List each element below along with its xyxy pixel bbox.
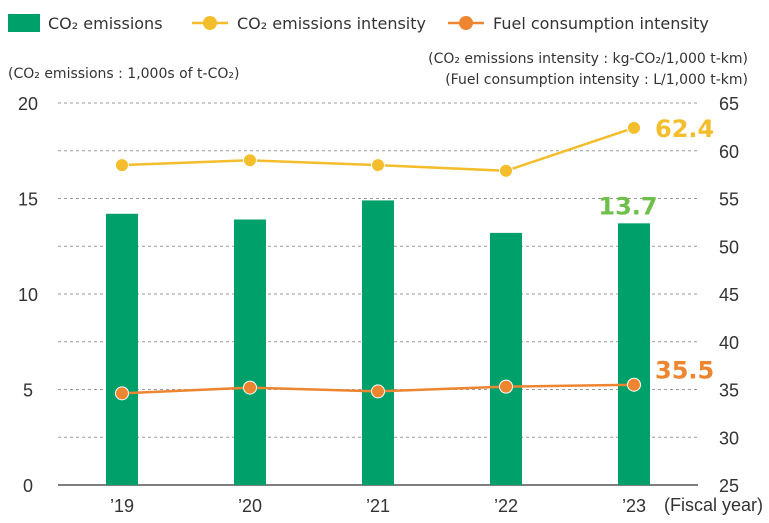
right-tick-label: 60 (719, 142, 739, 162)
x-tick-label: ’19 (110, 496, 134, 516)
right-axis-label-1: (CO₂ emissions intensity : kg-CO₂/1,000 … (428, 51, 748, 67)
point-fuel-intensity (115, 386, 129, 401)
left-axis-label: (CO₂ emissions : 1,000s of t-CO₂) (8, 66, 239, 82)
bar-co2-emissions (106, 213, 138, 485)
bar-co2-emissions (490, 232, 522, 485)
callout-co2-intensity: 62.4 (655, 115, 714, 143)
x-unit-label: (Fiscal year) (664, 495, 763, 515)
x-tick-label: ’22 (494, 496, 518, 516)
point-co2-intensity (243, 153, 257, 168)
left-tick-label: 10 (18, 285, 38, 305)
callout-co2-emissions: 13.7 (598, 192, 657, 220)
point-fuel-intensity (371, 384, 385, 399)
bars (106, 200, 650, 485)
right-tick-label: 45 (719, 285, 739, 305)
bar-co2-emissions (362, 200, 394, 485)
right-tick-label: 25 (719, 476, 739, 496)
point-co2-intensity (627, 120, 641, 135)
point-fuel-intensity (499, 379, 513, 394)
left-tick-label: 15 (18, 190, 38, 210)
x-tick-label: ’20 (238, 496, 262, 516)
point-fuel-intensity (243, 380, 257, 395)
right-axis-label-2: (Fuel consumption intensity : L/1,000 t-… (445, 72, 748, 88)
x-tick-label: ’23 (622, 496, 646, 516)
right-tick-label: 40 (719, 333, 739, 353)
right-tick-label: 35 (719, 381, 739, 401)
legend-marker-fuel-intensity (459, 16, 473, 30)
left-tick-label: 20 (18, 94, 38, 114)
callout-fuel-intensity: 35.5 (655, 357, 714, 385)
x-tick-label: ’21 (366, 496, 390, 516)
bar-co2-emissions (618, 223, 650, 485)
left-tick-label: 0 (23, 476, 33, 496)
point-fuel-intensity (627, 377, 641, 392)
bar-co2-emissions (234, 219, 266, 485)
legend-marker-co2-intensity (203, 16, 217, 30)
right-tick-label: 30 (719, 428, 739, 448)
legend-label-fuel-intensity: Fuel consumption intensity (493, 14, 709, 33)
right-tick-label: 55 (719, 190, 739, 210)
legend-swatch-co2-emissions (8, 14, 40, 32)
left-tick-label: 5 (23, 381, 33, 401)
lines (115, 120, 641, 401)
legend-label-co2-emissions: CO₂ emissions (48, 14, 163, 33)
point-co2-intensity (115, 158, 129, 173)
right-tick-label: 50 (719, 237, 739, 257)
legend: CO₂ emissions CO₂ emissions intensity Fu… (8, 14, 709, 33)
point-co2-intensity (499, 163, 513, 178)
point-co2-intensity (371, 158, 385, 173)
legend-label-co2-intensity: CO₂ emissions intensity (237, 14, 426, 33)
right-tick-label: 65 (719, 94, 739, 114)
ticks: 25 30 35 40 45 50 55 60 65 0 5 10 15 20 ’19 ’20 ’21 ’22 ’2… (18, 94, 739, 516)
